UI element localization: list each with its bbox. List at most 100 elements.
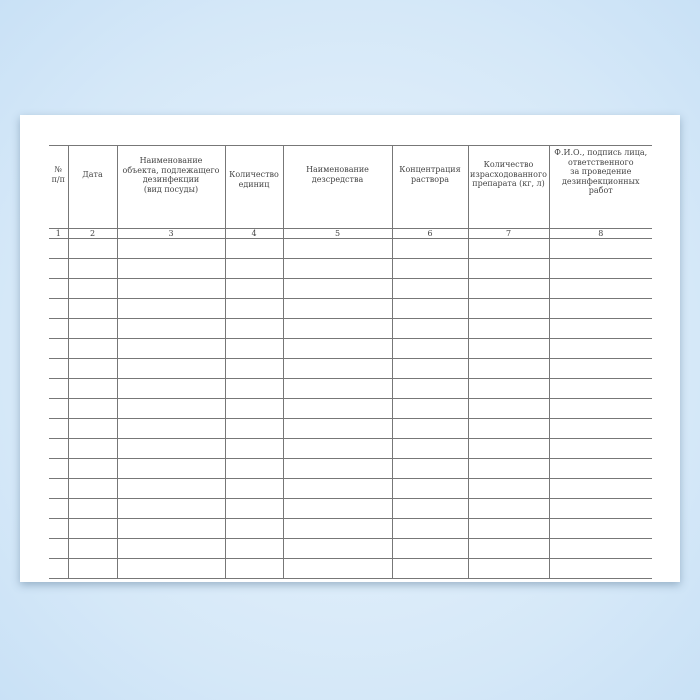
table-cell[interactable] [391,398,468,419]
table-cell[interactable] [391,318,468,339]
table-cell[interactable] [49,558,68,579]
table-cell[interactable] [282,338,392,359]
table-cell[interactable] [116,418,225,439]
table-cell[interactable] [548,498,652,519]
table-cell[interactable] [391,438,468,459]
table-cell[interactable] [49,438,68,459]
table-cell[interactable] [391,558,468,579]
table-cell[interactable] [548,318,652,339]
table-cell[interactable] [49,318,68,339]
table-cell[interactable] [391,238,468,259]
table-cell[interactable] [467,278,549,299]
table-cell[interactable] [116,558,225,579]
table-cell[interactable] [548,358,652,379]
table-cell[interactable] [67,258,117,279]
table-cell[interactable] [282,278,392,299]
table-cell[interactable] [467,498,549,519]
table-cell[interactable] [49,258,68,279]
table-cell[interactable] [467,378,549,399]
table-cell[interactable] [391,278,468,299]
table-cell[interactable] [467,338,549,359]
table-cell[interactable] [391,478,468,499]
table-cell[interactable] [49,358,68,379]
table-cell[interactable] [116,298,225,319]
table-cell[interactable] [49,298,68,319]
table-cell[interactable] [67,318,117,339]
table-cell[interactable] [116,458,225,479]
table-cell[interactable] [391,418,468,439]
table-cell[interactable] [391,538,468,559]
table-cell[interactable] [548,558,652,579]
table-cell[interactable] [67,438,117,459]
table-cell[interactable] [548,538,652,559]
table-cell[interactable] [548,378,652,399]
table-cell[interactable] [224,538,283,559]
table-cell[interactable] [391,458,468,479]
table-cell[interactable] [282,318,392,339]
table-cell[interactable] [282,398,392,419]
table-cell[interactable] [116,538,225,559]
table-cell[interactable] [49,398,68,419]
table-cell[interactable] [49,538,68,559]
table-cell[interactable] [467,298,549,319]
table-cell[interactable] [67,538,117,559]
table-cell[interactable] [224,278,283,299]
table-cell[interactable] [224,558,283,579]
table-cell[interactable] [548,518,652,539]
table-cell[interactable] [224,458,283,479]
table-cell[interactable] [116,438,225,459]
table-cell[interactable] [49,418,68,439]
table-cell[interactable] [224,258,283,279]
table-cell[interactable] [548,438,652,459]
table-cell[interactable] [391,498,468,519]
table-cell[interactable] [282,558,392,579]
table-cell[interactable] [116,338,225,359]
table-cell[interactable] [116,478,225,499]
table-cell[interactable] [467,418,549,439]
table-cell[interactable] [49,238,68,259]
table-cell[interactable] [67,418,117,439]
table-cell[interactable] [467,358,549,379]
table-cell[interactable] [49,458,68,479]
table-cell[interactable] [224,238,283,259]
table-cell[interactable] [224,338,283,359]
table-cell[interactable] [282,258,392,279]
table-cell[interactable] [391,258,468,279]
table-cell[interactable] [49,338,68,359]
table-cell[interactable] [224,438,283,459]
table-cell[interactable] [116,358,225,379]
table-cell[interactable] [391,378,468,399]
table-cell[interactable] [116,258,225,279]
table-cell[interactable] [282,458,392,479]
table-cell[interactable] [467,538,549,559]
table-cell[interactable] [548,418,652,439]
table-cell[interactable] [224,498,283,519]
table-cell[interactable] [548,278,652,299]
table-cell[interactable] [282,438,392,459]
table-cell[interactable] [548,258,652,279]
table-cell[interactable] [224,398,283,419]
table-cell[interactable] [49,498,68,519]
table-cell[interactable] [467,438,549,459]
table-cell[interactable] [49,518,68,539]
table-cell[interactable] [67,338,117,359]
table-cell[interactable] [49,278,68,299]
table-cell[interactable] [548,478,652,499]
table-cell[interactable] [67,298,117,319]
table-cell[interactable] [116,498,225,519]
table-cell[interactable] [116,398,225,419]
table-cell[interactable] [467,558,549,579]
table-cell[interactable] [67,238,117,259]
table-cell[interactable] [282,478,392,499]
table-cell[interactable] [548,398,652,419]
table-cell[interactable] [548,298,652,319]
table-cell[interactable] [116,318,225,339]
table-cell[interactable] [282,298,392,319]
table-cell[interactable] [67,278,117,299]
table-cell[interactable] [224,518,283,539]
table-cell[interactable] [282,518,392,539]
table-cell[interactable] [49,378,68,399]
table-cell[interactable] [67,378,117,399]
table-cell[interactable] [467,518,549,539]
table-cell[interactable] [282,378,392,399]
